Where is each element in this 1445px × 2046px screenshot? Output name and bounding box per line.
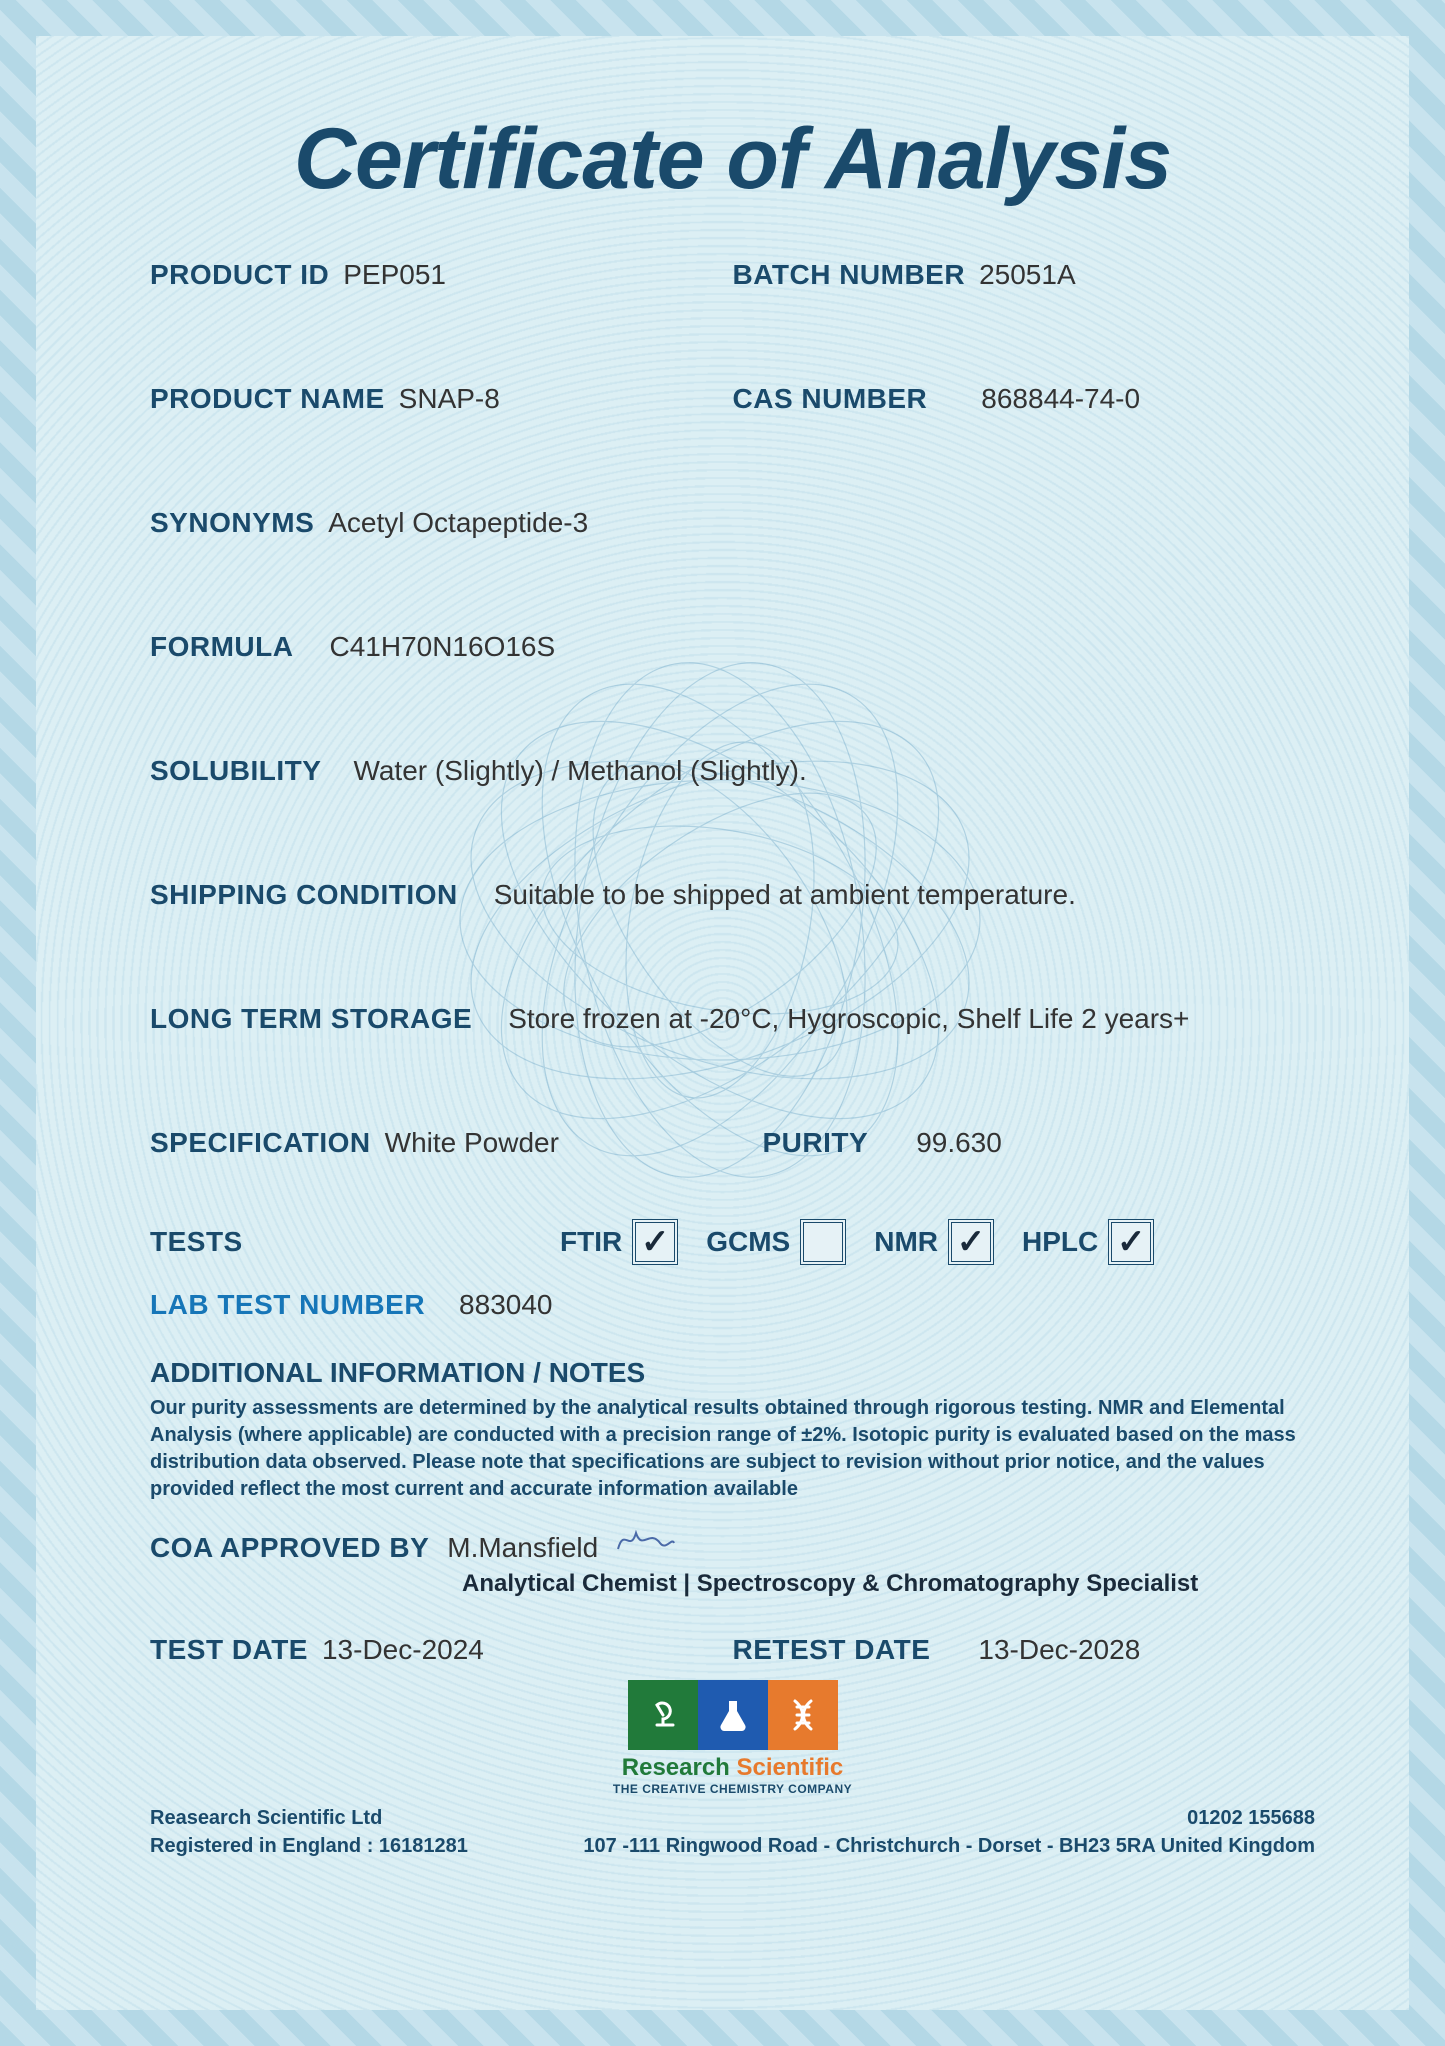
purity-value: 99.630 — [916, 1127, 1002, 1159]
storage-value: Store frozen at -20°C, Hygroscopic, Shel… — [508, 1003, 1189, 1035]
test-checkbox: ✓ — [1108, 1219, 1154, 1265]
specification-value: White Powder — [385, 1127, 559, 1159]
cas-number-label: CAS NUMBER — [733, 383, 928, 415]
check-icon: ✓ — [641, 1225, 670, 1259]
retest-date-value: 13-Dec-2028 — [978, 1634, 1140, 1666]
footer-phone: 01202 155688 — [583, 1804, 1315, 1832]
shipping-value: Suitable to be shipped at ambient temper… — [494, 879, 1076, 911]
test-label: NMR — [874, 1226, 938, 1258]
logo-tagline: THE CREATIVE CHEMISTRY COMPANY — [613, 1782, 852, 1796]
batch-number-value: 25051A — [979, 259, 1076, 291]
footer: Reasearch Scientific Ltd Registered in E… — [150, 1804, 1315, 1860]
dna-icon — [768, 1680, 838, 1750]
synonyms-value: Acetyl Octapeptide-3 — [328, 507, 588, 539]
test-gcms: GCMS — [706, 1219, 846, 1265]
lab-test-number-value: 883040 — [459, 1289, 552, 1321]
check-icon: ✓ — [1117, 1225, 1146, 1259]
solubility-value: Water (Slightly) / Methanol (Slightly). — [353, 755, 806, 787]
solubility-label: SOLUBILITY — [150, 755, 321, 787]
test-label: HPLC — [1022, 1226, 1098, 1258]
approved-by-label: COA APPROVED BY — [150, 1532, 429, 1564]
batch-number-label: BATCH NUMBER — [733, 259, 966, 291]
test-checkbox: ✓ — [948, 1219, 994, 1265]
footer-registration: Registered in England : 16181281 — [150, 1832, 468, 1860]
retest-date-label: RETEST DATE — [733, 1634, 931, 1666]
product-name-label: PRODUCT NAME — [150, 383, 385, 415]
tests-row: TESTS FTIR ✓ GCMS NMR ✓ HPLC ✓ — [150, 1219, 1315, 1265]
test-nmr: NMR ✓ — [874, 1219, 994, 1265]
test-checkbox: ✓ — [632, 1219, 678, 1265]
footer-company: Reasearch Scientific Ltd — [150, 1804, 468, 1832]
product-name-value: SNAP-8 — [399, 383, 500, 415]
test-label: GCMS — [706, 1226, 790, 1258]
test-hplc: HPLC ✓ — [1022, 1219, 1154, 1265]
tests-label: TESTS — [150, 1226, 560, 1258]
test-date-label: TEST DATE — [150, 1634, 308, 1666]
microscope-icon — [628, 1680, 698, 1750]
signature-scribble — [616, 1523, 676, 1557]
cas-number-value: 868844-74-0 — [981, 383, 1140, 415]
purity-label: PURITY — [763, 1127, 869, 1159]
formula-label: FORMULA — [150, 631, 293, 663]
test-label: FTIR — [560, 1226, 622, 1258]
flask-icon — [698, 1680, 768, 1750]
test-ftir: FTIR ✓ — [560, 1219, 678, 1265]
lab-test-number-label: LAB TEST NUMBER — [150, 1289, 425, 1321]
test-date-value: 13-Dec-2024 — [322, 1634, 484, 1666]
product-id-label: PRODUCT ID — [150, 259, 329, 291]
page-title: Certificate of Analysis — [150, 110, 1315, 209]
shipping-label: SHIPPING CONDITION — [150, 879, 458, 911]
logo-wordmark: Research Scientific — [622, 1754, 843, 1782]
storage-label: LONG TERM STORAGE — [150, 1003, 472, 1035]
notes-body: Our purity assessments are determined by… — [150, 1395, 1315, 1503]
formula-value: C41H70N16O16S — [329, 631, 555, 663]
company-logo: Research Scientific THE CREATIVE CHEMIST… — [613, 1680, 852, 1796]
notes-heading: ADDITIONAL INFORMATION / NOTES — [150, 1357, 1315, 1389]
approved-by-name: M.Mansfield — [447, 1532, 598, 1564]
check-icon: ✓ — [957, 1225, 986, 1259]
specification-label: SPECIFICATION — [150, 1127, 371, 1159]
approved-by-title: Analytical Chemist | Spectroscopy & Chro… — [462, 1570, 1315, 1598]
product-id-value: PEP051 — [343, 259, 446, 291]
test-checkbox — [800, 1219, 846, 1265]
synonyms-label: SYNONYMS — [150, 507, 314, 539]
footer-address: 107 -111 Ringwood Road - Christchurch - … — [583, 1832, 1315, 1860]
